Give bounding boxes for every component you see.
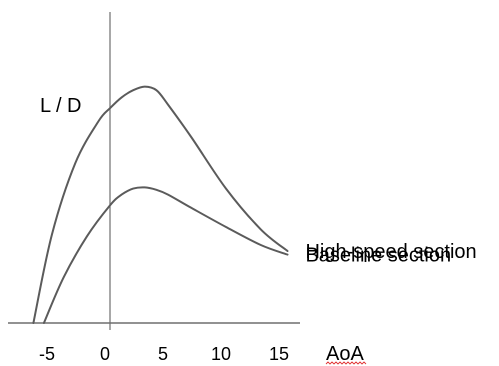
x-axis-label: AoA [326, 343, 364, 365]
high-speed-section-label: High-speed section [305, 241, 476, 263]
x-tick-label: 5 [158, 344, 168, 364]
x-tick-label: 0 [100, 344, 110, 364]
x-tick-label: 10 [211, 344, 231, 364]
baseline-section-label: Baseline section [305, 245, 451, 267]
x-tick-label: 15 [269, 344, 289, 364]
x-tick-label: -5 [39, 344, 55, 364]
baseline-section-line [42, 186, 289, 324]
spellcheck-underline [325, 361, 367, 365]
y-axis-label: L / D [40, 95, 82, 117]
high-speed-section-line [32, 85, 289, 324]
